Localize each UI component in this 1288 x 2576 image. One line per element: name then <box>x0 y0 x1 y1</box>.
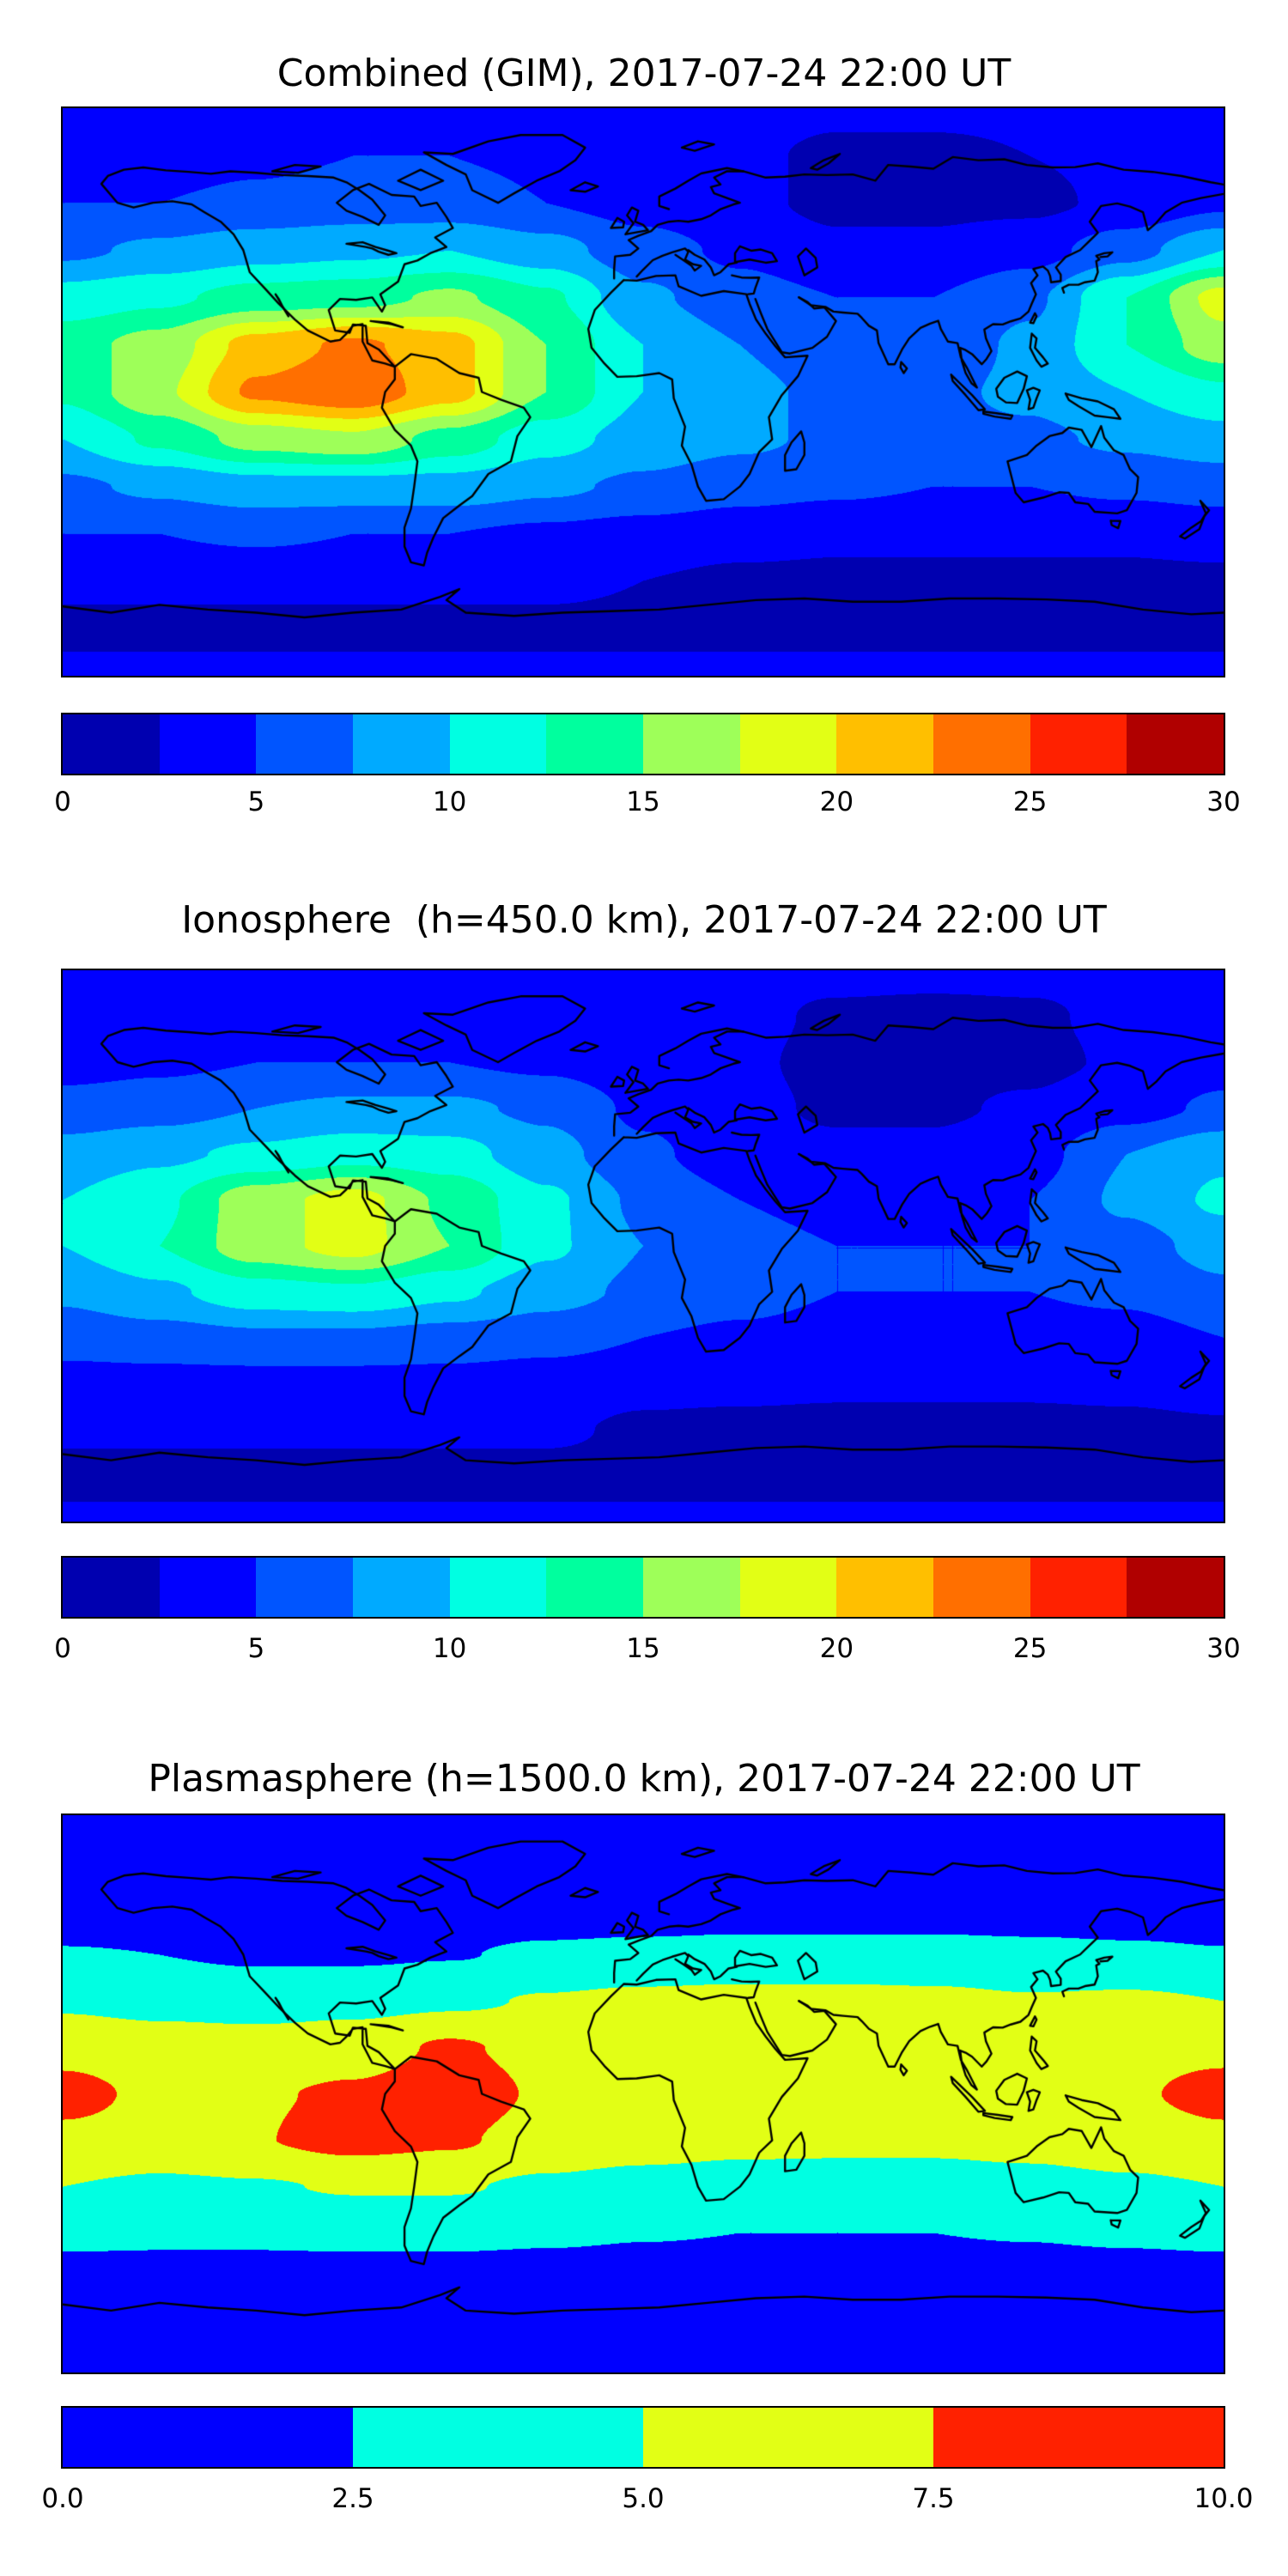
colorbar-tick-label: 20 <box>819 787 854 817</box>
colorbar-plasmasphere <box>61 2406 1225 2469</box>
colorbar-segment <box>159 1558 257 1617</box>
colorbar-segment <box>63 714 160 774</box>
colorbar-tick-label: 15 <box>626 787 660 817</box>
colorbar-segment <box>256 714 354 774</box>
colorbar-tick-label: 0 <box>54 1633 71 1664</box>
panel-title-combined: Combined (GIM), 2017-07-24 22:00 UT <box>276 52 1012 95</box>
colorbar-ticks-combined: 0 5 10 15 20 25 30 <box>54 787 1241 823</box>
colorbar-ionosphere <box>61 1556 1225 1619</box>
colorbar-segment <box>933 2408 1224 2467</box>
colorbar-tick-label: 0.0 <box>41 2483 84 2514</box>
colorbar-tick-label: 15 <box>626 1633 660 1664</box>
colorbar-segment <box>1030 1558 1127 1617</box>
colorbar-segment <box>449 1558 547 1617</box>
colorbar-tick-label: 5 <box>247 1633 265 1664</box>
colorbar-tick-label: 10.0 <box>1194 2483 1254 2514</box>
colorbar-tick-label: 5 <box>247 787 265 817</box>
colorbar-tick-label: 20 <box>819 1633 854 1664</box>
colorbar-segment <box>933 1558 1030 1617</box>
colorbar-tick-label: 10 <box>432 1633 467 1664</box>
colorbar-segment <box>643 2408 933 2467</box>
colorbar-segment <box>353 2408 643 2467</box>
map-plasmasphere <box>61 1814 1225 2374</box>
map-combined <box>61 106 1225 677</box>
colorbar-ticks-ionosphere: 0 5 10 15 20 25 30 <box>54 1633 1241 1669</box>
colorbar-segment <box>1127 714 1224 774</box>
colorbar-segment <box>256 1558 354 1617</box>
colorbar-tick-label: 10 <box>432 787 467 817</box>
colorbar-ticks-plasmasphere: 0.0 2.5 5.0 7.5 10.0 <box>41 2483 1253 2519</box>
colorbar-tick-label: 25 <box>1012 1633 1048 1664</box>
colorbar-segment <box>836 714 934 774</box>
map-canvas-plasmasphere <box>63 1815 1224 2372</box>
colorbar-segment <box>1030 714 1127 774</box>
colorbar-tick-label: 30 <box>1206 1633 1241 1664</box>
colorbar-segment <box>449 714 547 774</box>
colorbar-combined <box>61 713 1225 775</box>
colorbar-segment <box>353 1558 450 1617</box>
colorbar-segment <box>643 714 740 774</box>
colorbar-segment <box>546 714 644 774</box>
colorbar-tick-label: 5.0 <box>622 2483 665 2514</box>
colorbar-segment <box>643 1558 740 1617</box>
map-ionosphere <box>61 969 1225 1523</box>
colorbar-tick-label: 25 <box>1012 787 1048 817</box>
map-canvas-combined <box>63 108 1224 676</box>
colorbar-segment <box>836 1558 934 1617</box>
colorbar-tick-label: 30 <box>1206 787 1241 817</box>
panel-title-plasmasphere: Plasmasphere (h=1500.0 km), 2017-07-24 2… <box>148 1757 1140 1801</box>
colorbar-segment <box>933 714 1030 774</box>
colorbar-tick-label: 2.5 <box>331 2483 374 2514</box>
colorbar-segment <box>739 714 837 774</box>
colorbar-segment <box>63 1558 160 1617</box>
colorbar-segment <box>739 1558 837 1617</box>
colorbar-segment <box>1127 1558 1224 1617</box>
colorbar-segment <box>353 714 450 774</box>
colorbar-segment <box>63 2408 353 2467</box>
map-canvas-ionosphere <box>63 970 1224 1522</box>
colorbar-tick-label: 7.5 <box>912 2483 955 2514</box>
colorbar-segment <box>159 714 257 774</box>
colorbar-segment <box>546 1558 644 1617</box>
panel-title-ionosphere: Ionosphere (h=450.0 km), 2017-07-24 22:0… <box>181 898 1107 942</box>
colorbar-tick-label: 0 <box>54 787 71 817</box>
